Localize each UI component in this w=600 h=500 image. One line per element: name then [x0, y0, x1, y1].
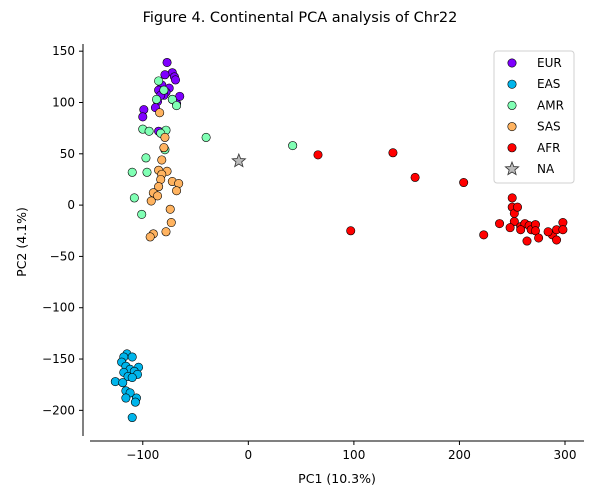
legend-label: AMR [537, 98, 564, 112]
data-point [127, 352, 137, 362]
data-point [130, 397, 140, 407]
data-point [201, 132, 211, 142]
data-point [137, 209, 147, 219]
axes-layer: −100 0 100 200 300 150 100 50 0 −50 −100 −150 −200 [42, 44, 584, 462]
y-tick-label: −150 [42, 352, 75, 366]
y-tick-label: −50 [50, 249, 75, 263]
legend-label: EUR [537, 56, 562, 70]
data-point [127, 413, 137, 423]
data-point [516, 225, 526, 235]
data-point [171, 75, 181, 85]
legend-marker [507, 122, 517, 132]
legend-label: EAS [537, 77, 560, 91]
x-tick-label: 300 [554, 448, 577, 462]
data-point [509, 217, 519, 227]
data-point [172, 186, 182, 196]
data-point [146, 196, 156, 206]
y-tick-label: 50 [60, 147, 75, 161]
data-point [166, 218, 176, 228]
legend-box [493, 50, 575, 184]
y-tick-label: 0 [67, 198, 75, 212]
data-point [118, 378, 128, 388]
data-point [167, 94, 177, 104]
data-point [159, 143, 169, 153]
data-point [543, 227, 553, 237]
data-point [522, 236, 532, 246]
data-point [159, 85, 169, 95]
legend-marker [507, 58, 517, 68]
data-point [552, 235, 562, 245]
series-sas [145, 108, 184, 242]
data-point [127, 373, 137, 383]
y-tick-label: 100 [52, 95, 75, 109]
series-eur [138, 57, 185, 136]
data-point [144, 126, 154, 136]
legend-label: AFR [537, 141, 560, 155]
x-tick-label: 100 [342, 448, 365, 462]
legend-item-na: NA [504, 160, 555, 176]
chart-title: Figure 4. Continental PCA analysis of Ch… [143, 10, 458, 26]
data-point [142, 167, 152, 177]
legend-item-afr: AFR [507, 141, 560, 155]
legend-item-amr: AMR [507, 98, 564, 112]
data-point [154, 76, 164, 86]
data-point [127, 167, 137, 177]
data-point [512, 202, 522, 212]
legend-marker [507, 100, 517, 110]
points-layer [110, 57, 568, 423]
data-point [161, 227, 171, 237]
series-afr [313, 148, 568, 246]
data-point [110, 377, 120, 387]
x-tick-label: 200 [448, 448, 471, 462]
x-tick-label: 0 [245, 448, 253, 462]
data-point [162, 57, 172, 67]
legend-label: NA [537, 162, 555, 176]
data-point [160, 132, 170, 142]
data-point [459, 178, 469, 188]
y-tick-label: 150 [52, 44, 75, 58]
series-eas [110, 349, 144, 423]
data-point [313, 150, 323, 160]
data-point [479, 230, 489, 240]
legend-label: SAS [537, 120, 561, 134]
data-point [288, 141, 298, 151]
data-point [145, 232, 155, 242]
data-point [155, 108, 165, 118]
legend-marker [504, 160, 520, 176]
legend-item-eas: EAS [507, 77, 560, 91]
data-point [534, 233, 544, 243]
data-point [410, 172, 420, 182]
data-point [346, 226, 356, 236]
data-point [154, 182, 164, 192]
data-point [388, 148, 398, 158]
data-point [157, 155, 167, 165]
data-point-star [231, 152, 247, 168]
legend-marker [507, 79, 517, 89]
data-point [495, 219, 505, 229]
data-point [138, 112, 148, 122]
y-tick-label: −100 [42, 301, 75, 315]
data-point [141, 153, 151, 163]
data-point [129, 193, 139, 203]
y-tick-label: −200 [42, 403, 75, 417]
legend-marker [507, 143, 517, 153]
data-point [165, 204, 175, 214]
data-point [507, 193, 517, 203]
legend-item-eur: EUR [507, 56, 562, 70]
data-point [558, 225, 568, 235]
data-point [152, 94, 162, 104]
data-point [160, 70, 170, 80]
series-na [231, 152, 247, 168]
data-point [172, 101, 182, 111]
y-axis-label: PC2 (4.1%) [14, 207, 29, 277]
data-point [121, 393, 131, 403]
data-point [153, 191, 163, 201]
x-axis-label: PC1 (10.3%) [298, 471, 376, 486]
legend-item-sas: SAS [507, 120, 561, 134]
x-tick-label: −100 [126, 448, 159, 462]
legend: EUR EAS AMR SAS AFR NA [493, 50, 575, 184]
data-point [505, 223, 515, 233]
